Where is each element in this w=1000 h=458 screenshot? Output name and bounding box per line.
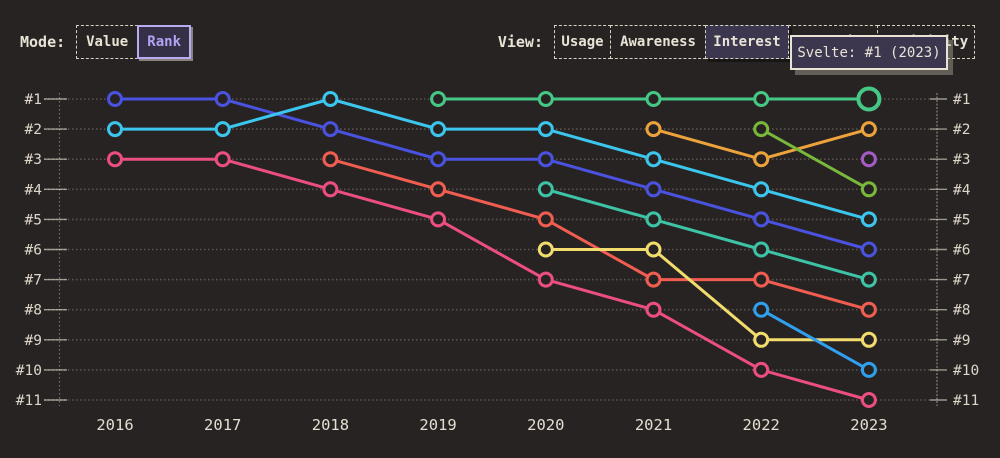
series-line-lime: [759, 127, 871, 191]
y-axis-label-left-#6: #6: [25, 243, 42, 259]
data-point-magenta-2018[interactable]: [322, 181, 339, 198]
series-line-cyan: [113, 97, 871, 221]
data-point-magenta-2021[interactable]: [645, 301, 662, 318]
data-point-blue-2016[interactable]: [107, 91, 123, 107]
data-point-magenta-2019[interactable]: [430, 211, 447, 228]
data-point-cyan-2021[interactable]: [645, 151, 662, 168]
data-point-orange-2022[interactable]: [753, 151, 770, 168]
data-point-orange-2023[interactable]: [860, 121, 877, 138]
x-axis-label-2021: 2021: [635, 416, 672, 434]
y-axis-label-left-#3: #3: [25, 152, 42, 168]
data-point-Svelte-2020[interactable]: [537, 91, 554, 107]
data-point-blue-2018[interactable]: [322, 121, 339, 138]
x-axis-label-2022: 2022: [743, 416, 780, 434]
y-axis-label-right-#6: #6: [953, 243, 970, 259]
data-point-Svelte-2022[interactable]: [753, 91, 770, 107]
data-point-red-2019[interactable]: [430, 181, 447, 198]
data-point-cyan-2022[interactable]: [753, 181, 770, 198]
data-point-red-2022[interactable]: [753, 271, 770, 288]
mode-toggle-group: Mode: Value Rank: [20, 25, 192, 59]
y-axis-label-right-#7: #7: [953, 273, 970, 289]
y-axis-label-left-#10: #10: [16, 363, 42, 379]
data-point-cyan-2020[interactable]: [537, 121, 554, 138]
series-line-sky-blue: [759, 308, 871, 372]
y-axis-label-right-#5: #5: [953, 212, 970, 228]
mode-label: Mode:: [20, 33, 66, 51]
y-axis-label-right-#10: #10: [953, 363, 979, 379]
y-axis-label-left-#2: #2: [25, 122, 42, 138]
x-axis-label-2019: 2019: [419, 416, 456, 434]
data-point-Svelte-2019[interactable]: [430, 91, 447, 107]
data-point-blue-2017[interactable]: [214, 91, 231, 107]
y-axis-label-left-#1: #1: [25, 92, 42, 108]
y-axis-label-left-#9: #9: [25, 333, 42, 349]
data-point-cyan-2018[interactable]: [322, 91, 339, 107]
y-axis-label-left-#5: #5: [25, 212, 42, 228]
x-axis-label-2023: 2023: [850, 416, 887, 434]
data-point-lime-2023[interactable]: [860, 181, 877, 198]
y-axis-label-right-#11: #11: [953, 393, 979, 409]
data-point-Svelte-2021[interactable]: [645, 91, 662, 107]
y-axis-label-left-#7: #7: [25, 273, 42, 289]
data-point-sky-blue-2022[interactable]: [753, 301, 770, 318]
series-line-red: [328, 157, 871, 312]
data-point-red-2020[interactable]: [537, 211, 554, 228]
data-point-red-2023[interactable]: [860, 301, 877, 318]
data-point-magenta-2023[interactable]: [860, 392, 877, 408]
y-axis-label-right-#1: #1: [953, 92, 970, 108]
mode-option-rank[interactable]: Rank: [137, 25, 192, 59]
data-point-teal-2022[interactable]: [753, 241, 770, 258]
data-point-blue-2020[interactable]: [537, 151, 554, 168]
y-axis-label-left-#11: #11: [16, 393, 42, 409]
x-axis-label-2020: 2020: [527, 416, 564, 434]
tooltip: Svelte: #1 (2023): [790, 35, 948, 70]
y-axis-label-right-#4: #4: [953, 182, 971, 198]
data-point-blue-2019[interactable]: [430, 151, 447, 168]
data-point-magenta-2020[interactable]: [537, 271, 554, 288]
data-point-sky-blue-2023[interactable]: [860, 361, 877, 378]
data-point-magenta-2016[interactable]: [107, 151, 123, 168]
data-point-yellow-2021[interactable]: [645, 241, 662, 258]
data-point-teal-2021[interactable]: [645, 211, 662, 228]
data-point-blue-2021[interactable]: [645, 181, 662, 198]
data-point-yellow-2023[interactable]: [860, 331, 877, 348]
data-point-orange-2021[interactable]: [645, 121, 662, 138]
data-point-magenta-2017[interactable]: [214, 151, 231, 168]
data-point-yellow-2022[interactable]: [753, 331, 770, 348]
data-point-yellow-2020[interactable]: [537, 241, 554, 258]
data-point-red-2021[interactable]: [645, 271, 662, 288]
series-line-teal: [544, 187, 871, 282]
x-axis-label-2017: 2017: [204, 416, 241, 434]
y-axis-label-right-#8: #8: [953, 303, 970, 319]
data-point-cyan-2023[interactable]: [860, 211, 877, 228]
data-point-teal-2023[interactable]: [860, 271, 877, 288]
x-axis-label-2018: 2018: [312, 416, 349, 434]
data-point-cyan-2019[interactable]: [430, 121, 447, 138]
x-axis-label-2016: 2016: [96, 416, 133, 434]
y-axis-label-left-#8: #8: [25, 303, 42, 319]
data-point-blue-2022[interactable]: [753, 211, 770, 228]
y-axis-label-right-#2: #2: [953, 122, 970, 138]
data-point-magenta-2022[interactable]: [753, 361, 770, 378]
data-point-red-2018[interactable]: [322, 151, 339, 168]
data-point-blue-2023[interactable]: [860, 241, 877, 258]
y-axis-label-left-#4: #4: [25, 182, 43, 198]
view-label: View:: [497, 33, 543, 51]
data-point-purple-2023[interactable]: [860, 151, 877, 168]
y-axis-label-right-#3: #3: [953, 152, 970, 168]
data-point-lime-2022[interactable]: [753, 121, 770, 138]
series-line-blue: [113, 97, 871, 251]
series-line-magenta: [113, 157, 871, 402]
data-point-cyan-2016[interactable]: [107, 121, 123, 138]
highlighted-data-point-Svelte-2023[interactable]: [856, 86, 882, 112]
data-point-cyan-2017[interactable]: [214, 121, 231, 138]
y-axis-label-right-#9: #9: [953, 333, 970, 349]
data-point-teal-2020[interactable]: [537, 181, 554, 198]
